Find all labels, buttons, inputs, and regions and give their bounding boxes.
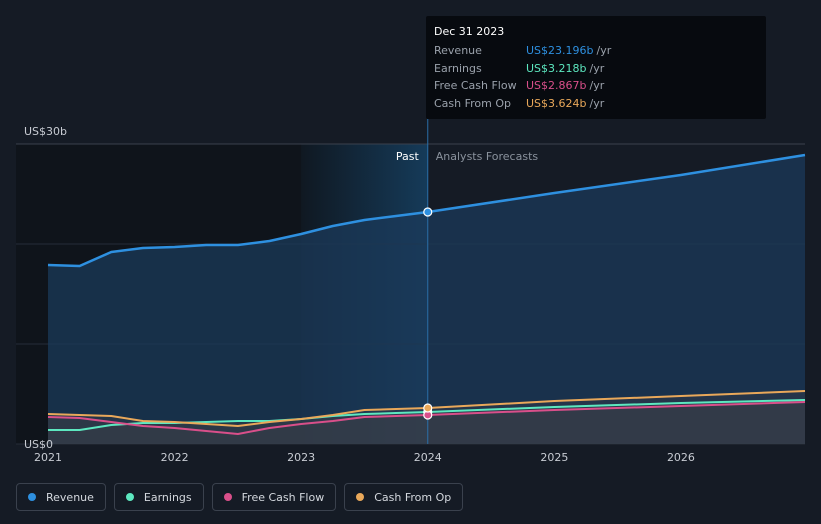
series-area-revenue <box>48 155 805 444</box>
x-tick-label: 2025 <box>540 451 568 464</box>
tooltip-value: US$23.196b <box>526 44 594 58</box>
series-line-revenue <box>47 153 806 268</box>
tooltip-unit: /yr <box>589 96 605 110</box>
tooltip-label: Earnings <box>434 61 482 75</box>
tooltip-unit: /yr <box>596 44 612 58</box>
series-lines <box>47 153 806 435</box>
hover-marker <box>423 207 433 217</box>
x-tick-label: 2026 <box>667 451 695 464</box>
tooltip-label: Free Cash Flow <box>434 79 517 93</box>
x-axis-ticks: 2021 2022 2023 2024 2025 2026 <box>34 451 695 464</box>
legend-dot-icon <box>223 493 232 501</box>
x-tick-label: 2022 <box>161 451 189 464</box>
legend-dot-icon <box>125 493 134 501</box>
tooltip-row-earnings: Earnings US$3.218b /yr <box>434 60 758 78</box>
legend-item-free-cash-flow[interactable]: Free Cash Flow <box>211 483 337 511</box>
tooltip-row-free-cash-flow: Free Cash Flow US$2.867b /yr <box>434 77 758 95</box>
tooltip: Dec 31 2023 Revenue US$23.196b /yr Earni… <box>426 16 766 119</box>
legend-label: Revenue <box>46 490 94 504</box>
hover-marker <box>423 403 433 413</box>
legend-dot-icon <box>28 493 36 501</box>
legend-label: Free Cash Flow <box>241 490 325 504</box>
x-tick-label: 2024 <box>414 451 442 464</box>
tooltip-label: Revenue <box>434 44 482 58</box>
past-label: Past <box>396 150 420 163</box>
legend-item-cash-from-op[interactable]: Cash From Op <box>344 483 464 511</box>
tooltip-unit: /yr <box>589 61 605 75</box>
series-line-cash-from-op <box>47 390 806 427</box>
x-tick-label: 2021 <box>34 451 62 464</box>
tooltip-value: US$2.867b <box>526 79 587 93</box>
series-line-free-cash-flow <box>47 401 806 435</box>
legend-item-earnings[interactable]: Earnings <box>113 483 204 511</box>
legend: Revenue Earnings Free Cash Flow Cash Fro… <box>16 483 464 511</box>
forecast-label: Analysts Forecasts <box>436 150 539 163</box>
tooltip-row-revenue: Revenue US$23.196b /yr <box>434 42 758 60</box>
y-axis-ticks: US$30b US$0 <box>24 125 67 451</box>
tooltip-date: Dec 31 2023 <box>434 25 505 38</box>
legend-dot-icon <box>356 493 365 501</box>
y-tick-label: US$30b <box>24 125 67 138</box>
tooltip-unit: /yr <box>589 79 605 93</box>
legend-label: Earnings <box>143 490 192 504</box>
series-area-free-cash-flow <box>48 402 805 444</box>
tooltip-value: US$3.218b <box>526 61 587 75</box>
legend-label: Cash From Op <box>374 490 452 504</box>
tooltip-value: US$3.624b <box>526 96 587 110</box>
hover-markers <box>423 207 433 420</box>
tooltip-label: Cash From Op <box>434 96 512 110</box>
x-tick-label: 2023 <box>287 451 315 464</box>
y-tick-label: US$0 <box>24 438 53 451</box>
legend-item-revenue[interactable]: Revenue <box>16 483 106 511</box>
tooltip-row-cash-from-op: Cash From Op US$3.624b /yr <box>434 95 758 113</box>
